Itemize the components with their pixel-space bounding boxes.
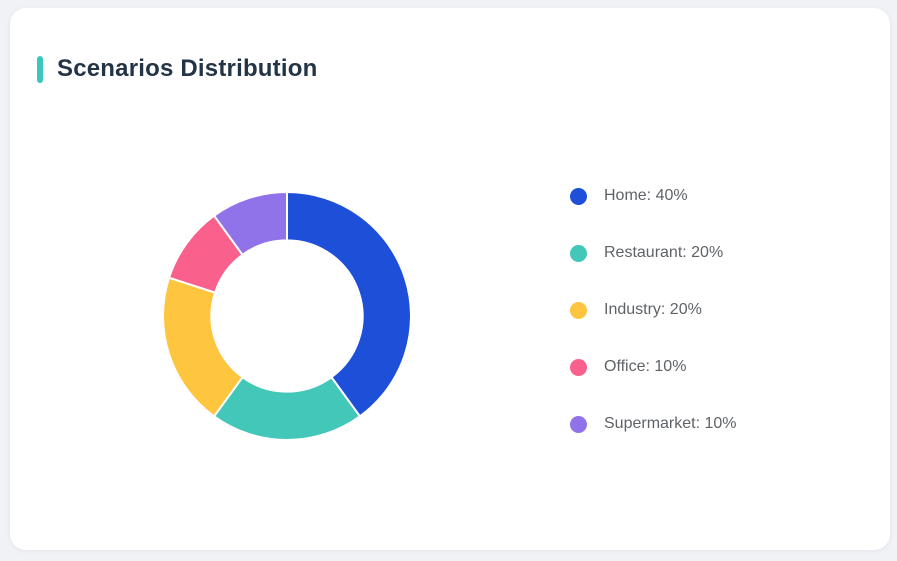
legend-color-dot [570,358,587,376]
scenarios-distribution-card: Scenarios Distribution Home: 40% Restaur… [10,8,890,550]
chart-legend: Home: 40% Restaurant: 20% Industry: 20% … [570,184,737,436]
legend-item-home[interactable]: Home: 40% [570,184,737,208]
donut-segment-home[interactable] [286,191,412,418]
legend-label: Supermarket: 10% [604,415,737,432]
legend-label: Office: 10% [604,358,687,375]
legend-color-dot [570,244,587,262]
legend-color-dot [570,187,587,205]
legend-color-dot [570,415,587,433]
legend-label: Industry: 20% [604,301,702,318]
legend-item-restaurant[interactable]: Restaurant: 20% [570,241,737,265]
page-title: Scenarios Distribution [57,55,318,82]
title-accent-bar [37,55,43,83]
legend-item-supermarket[interactable]: Supermarket: 10% [570,412,737,436]
legend-label: Home: 40% [604,187,688,204]
card-header: Scenarios Distribution [37,54,317,84]
legend-label: Restaurant: 20% [604,244,724,261]
donut-segment-supermarket[interactable] [213,191,288,256]
legend-color-dot [570,301,587,319]
donut-chart [162,191,412,441]
legend-item-industry[interactable]: Industry: 20% [570,298,737,322]
legend-item-office[interactable]: Office: 10% [570,355,737,379]
